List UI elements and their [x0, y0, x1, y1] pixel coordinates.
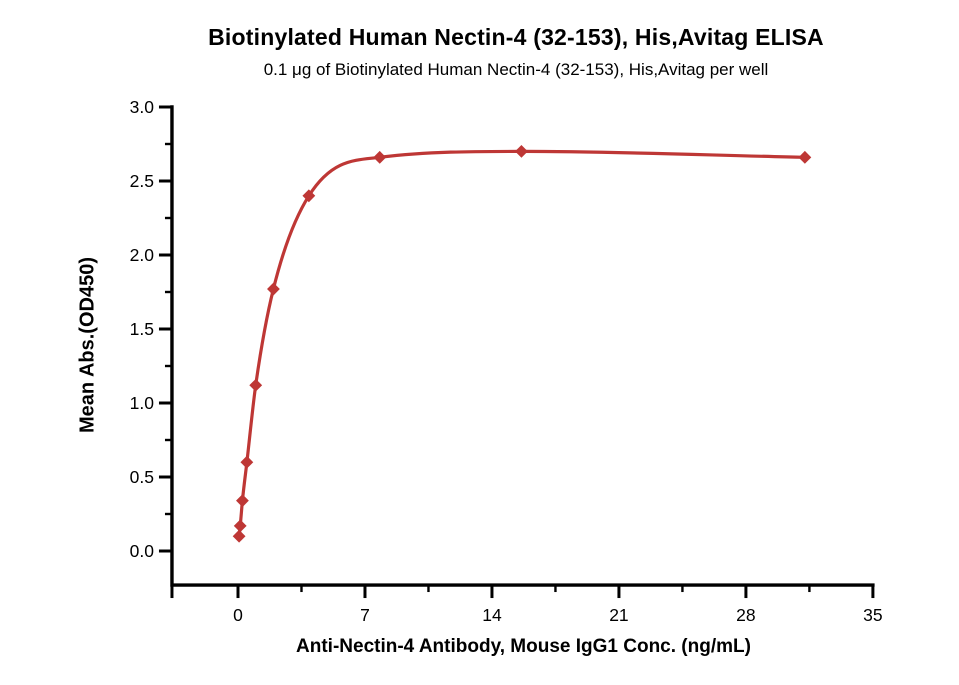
y-tick-label: 1.0: [130, 393, 155, 413]
data-point-marker: [798, 150, 812, 164]
data-point-marker: [267, 282, 280, 296]
y-tick-label: 0.0: [130, 541, 155, 561]
y-tick-label: 2.0: [130, 245, 155, 265]
x-tick-label: 28: [736, 605, 755, 625]
fit-curve: [237, 149, 807, 538]
chart-title: Biotinylated Human Nectin-4 (32-153), Hi…: [208, 24, 824, 50]
y-tick-label: 0.5: [130, 467, 154, 487]
x-axis-title: Anti-Nectin-4 Antibody, Mouse IgG1 Conc.…: [296, 636, 751, 657]
axis-spines: [170, 105, 875, 587]
data-point-marker: [515, 145, 528, 158]
data-point-marker: [373, 150, 387, 164]
data-point-marker: [302, 189, 316, 203]
data-point-marker: [240, 455, 254, 469]
x-tick-label: 7: [360, 605, 370, 625]
x-tick-label: 0: [233, 605, 243, 625]
data-point-marker: [233, 519, 247, 533]
data-point-marker: [236, 494, 249, 508]
x-tick-label: 21: [609, 605, 628, 625]
x-tick-label: 35: [863, 605, 882, 625]
data-point-marker: [232, 529, 246, 543]
data-point-marker: [249, 378, 263, 392]
chart-subtitle: 0.1 μg of Biotinylated Human Nectin-4 (3…: [263, 60, 769, 79]
y-tick-label: 1.5: [130, 319, 154, 339]
y-tick-label: 3.0: [130, 97, 155, 117]
y-tick-label: 2.5: [130, 171, 154, 191]
x-tick-label: 14: [482, 605, 502, 625]
